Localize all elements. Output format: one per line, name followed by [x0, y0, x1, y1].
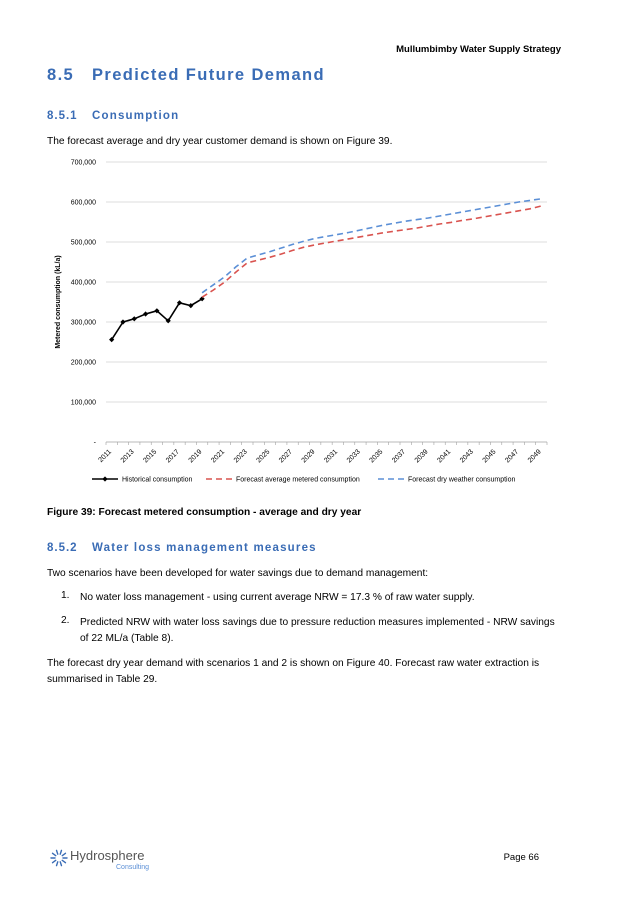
subsection-number-water-loss: 8.5.2: [47, 542, 78, 554]
x-tick-label: 2049: [527, 448, 543, 464]
data-point: [131, 316, 137, 322]
x-tick-label: 2041: [436, 448, 452, 464]
y-tick-label: 400,000: [71, 280, 96, 287]
x-tick-label: 2025: [255, 448, 271, 464]
y-tick-label: 600,000: [71, 200, 96, 207]
legend-label: Historical consumption: [122, 477, 193, 484]
chart-legend: Historical consumption Forecast average m…: [92, 476, 515, 484]
data-point: [176, 300, 183, 306]
section-number: 8.5: [47, 66, 75, 84]
y-tick-label: 100,000: [71, 400, 96, 407]
list-item-text: Predicted NRW with water loss savings du…: [80, 617, 555, 644]
x-tick-label: 2037: [391, 448, 407, 464]
x-tick-label: 2013: [120, 448, 136, 464]
data-point: [199, 296, 205, 302]
x-tick-label: 2021: [210, 448, 226, 464]
x-tick-label: 2047: [504, 448, 520, 464]
x-tick-label: 2017: [165, 448, 181, 464]
data-point: [120, 319, 126, 325]
hydrosphere-logo: Hydrosphere Consulting: [50, 846, 170, 877]
x-tick-label: 2029: [301, 448, 317, 464]
x-tick-label: 2033: [346, 448, 362, 464]
y-tick-label: 300,000: [71, 320, 96, 327]
page-number: Page 66: [503, 852, 539, 863]
logo-ray: [61, 859, 67, 864]
document-header: Mullumbimby Water Supply Strategy: [396, 44, 561, 55]
logo-ray: [51, 859, 57, 864]
logo-ray: [59, 849, 63, 855]
series-line-2: [201, 198, 542, 294]
y-tick-label: 200,000: [71, 360, 96, 367]
y-tick-label: 700,000: [71, 160, 96, 167]
water-loss-closing: The forecast dry year demand with scenar…: [47, 658, 540, 685]
legend-marker: [102, 476, 108, 482]
x-tick-label: 2031: [323, 448, 339, 464]
subsection-title-consumption: Consumption: [92, 110, 180, 122]
x-tick-label: 2027: [278, 448, 294, 464]
logo-icon: Hydrosphere Consulting: [50, 848, 149, 871]
data-point: [142, 311, 149, 317]
x-tick-label: 2023: [233, 448, 249, 464]
figure-caption: Figure 39: Forecast metered consumption …: [47, 507, 362, 518]
y-tick-label: -: [94, 440, 97, 447]
logo-ray: [59, 861, 63, 867]
x-tick-label: 2011: [97, 448, 113, 464]
water-loss-intro: Two scenarios have been developed for wa…: [47, 568, 429, 579]
series-line-1: [201, 205, 542, 298]
list-item-text: No water loss management - using current…: [80, 592, 475, 603]
chart-y-tick-labels: - 100,000 200,000 300,000 400,000 500,000 600,…: [71, 160, 97, 447]
logo-ray: [51, 852, 57, 857]
x-tick-label: 2015: [142, 448, 158, 464]
chart-y-axis-label: Metered consumption (kL/a): [55, 255, 62, 348]
subsection-title-water-loss: Water loss management measures: [92, 542, 317, 554]
chart-x-axis: [105, 441, 548, 445]
x-tick-label: 2045: [482, 448, 498, 464]
logo-ray: [61, 852, 67, 857]
list-item-number: 2.: [61, 615, 70, 626]
logo-subtext: Consulting: [116, 864, 149, 871]
consumption-intro: The forecast average and dry year custom…: [47, 136, 393, 147]
series-line-0: [111, 298, 203, 341]
section-title: Predicted Future Demand: [92, 66, 325, 84]
logo-ray: [55, 861, 59, 867]
consumption-chart: - 100,000 200,000 300,000 400,000 500,000 600,…: [55, 160, 548, 484]
logo-ray: [55, 849, 59, 855]
chart-gridlines: [106, 161, 547, 403]
legend-label: Forecast dry weather consumption: [408, 477, 515, 484]
y-tick-label: 500,000: [71, 240, 96, 247]
list-item-number: 1.: [61, 590, 70, 601]
legend-label: Forecast average metered consumption: [236, 477, 360, 484]
x-tick-label: 2039: [414, 448, 430, 464]
subsection-number-consumption: 8.5.1: [47, 110, 78, 122]
x-tick-label: 2035: [368, 448, 384, 464]
x-tick-label: 2043: [459, 448, 475, 464]
x-tick-label: 2019: [188, 448, 204, 464]
logo-wordmark: Hydrosphere: [70, 848, 144, 863]
chart-x-tick-labels: 2011 2013 2015 2017 2019 2021 2023 2025 2027 2029…: [97, 448, 542, 464]
chart-series: [109, 198, 542, 343]
